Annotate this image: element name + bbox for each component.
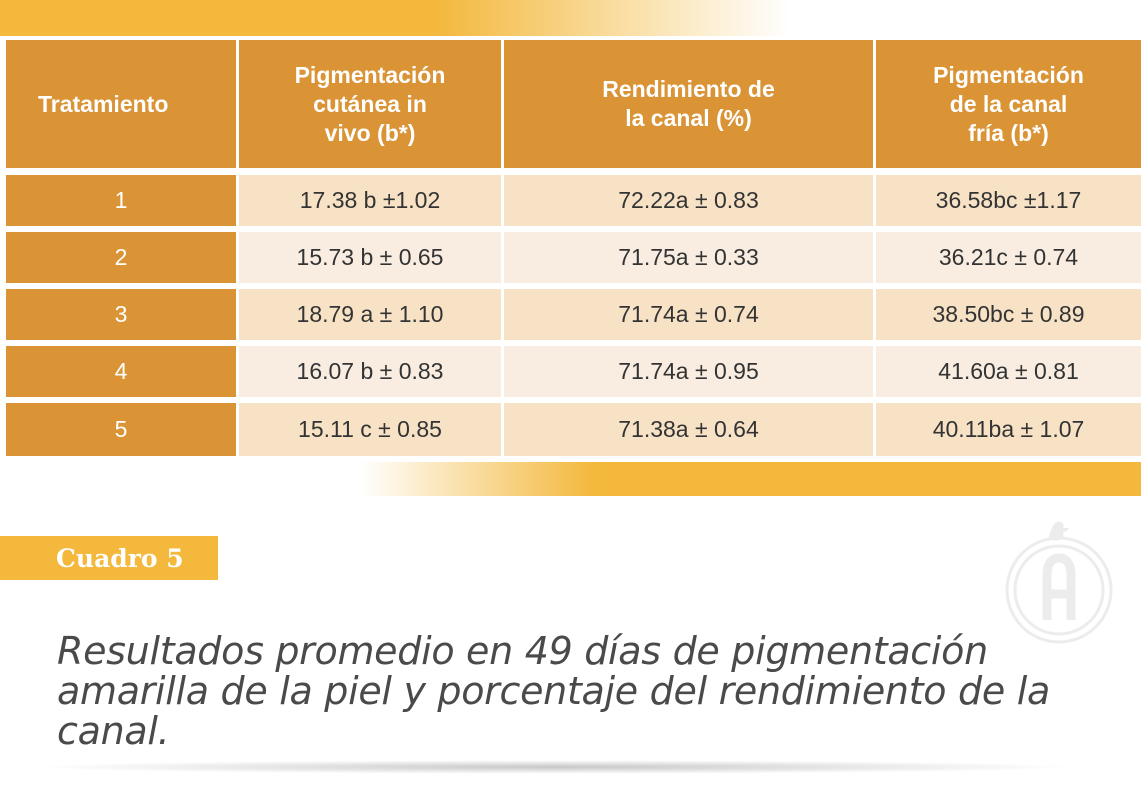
header-pigmentacion-canal: Pigmentación de la canal fría (b*)	[876, 40, 1141, 168]
bottom-accent-bar	[360, 462, 1141, 496]
header-tratamiento: Tratamiento	[6, 40, 236, 168]
row-1-tratamiento: 1	[6, 175, 236, 226]
row-5-tratamiento: 5	[6, 403, 236, 456]
row-2-tratamiento: 2	[6, 232, 236, 283]
row-2-rendimiento: 71.75a ± 0.33	[504, 232, 873, 283]
row-1-pigmentacion-canal: 36.58bc ±1.17	[876, 175, 1141, 226]
chicken-letter-a-logo-icon	[1005, 521, 1113, 644]
row-1-rendimiento: 72.22a ± 0.83	[504, 175, 873, 226]
row-2-pigmentacion-cutanea: 15.73 b ± 0.65	[239, 232, 501, 283]
header-pigmentacion-cutanea: Pigmentación cutánea in vivo (b*)	[239, 40, 501, 168]
row-3-pigmentacion-cutanea: 18.79 a ± 1.10	[239, 289, 501, 340]
row-3-rendimiento: 71.74a ± 0.74	[504, 289, 873, 340]
bottom-shadow	[30, 760, 1080, 774]
top-accent-bar	[0, 0, 790, 36]
row-5-rendimiento: 71.38a ± 0.64	[504, 403, 873, 456]
row-1-pigmentacion-cutanea: 17.38 b ±1.02	[239, 175, 501, 226]
row-4-rendimiento: 71.74a ± 0.95	[504, 346, 873, 397]
row-5-pigmentacion-canal: 40.11ba ± 1.07	[876, 403, 1141, 456]
row-4-tratamiento: 4	[6, 346, 236, 397]
row-5-pigmentacion-cutanea: 15.11 c ± 0.85	[239, 403, 501, 456]
row-3-pigmentacion-canal: 38.50bc ± 0.89	[876, 289, 1141, 340]
header-rendimiento: Rendimiento de la canal (%)	[504, 40, 873, 168]
cuadro-label: Cuadro 5	[0, 536, 218, 580]
row-4-pigmentacion-cutanea: 16.07 b ± 0.83	[239, 346, 501, 397]
row-3-tratamiento: 3	[6, 289, 236, 340]
row-2-pigmentacion-canal: 36.21c ± 0.74	[876, 232, 1141, 283]
table-caption: Resultados promedio en 49 días de pigmen…	[57, 629, 1050, 753]
row-4-pigmentacion-canal: 41.60a ± 0.81	[876, 346, 1141, 397]
